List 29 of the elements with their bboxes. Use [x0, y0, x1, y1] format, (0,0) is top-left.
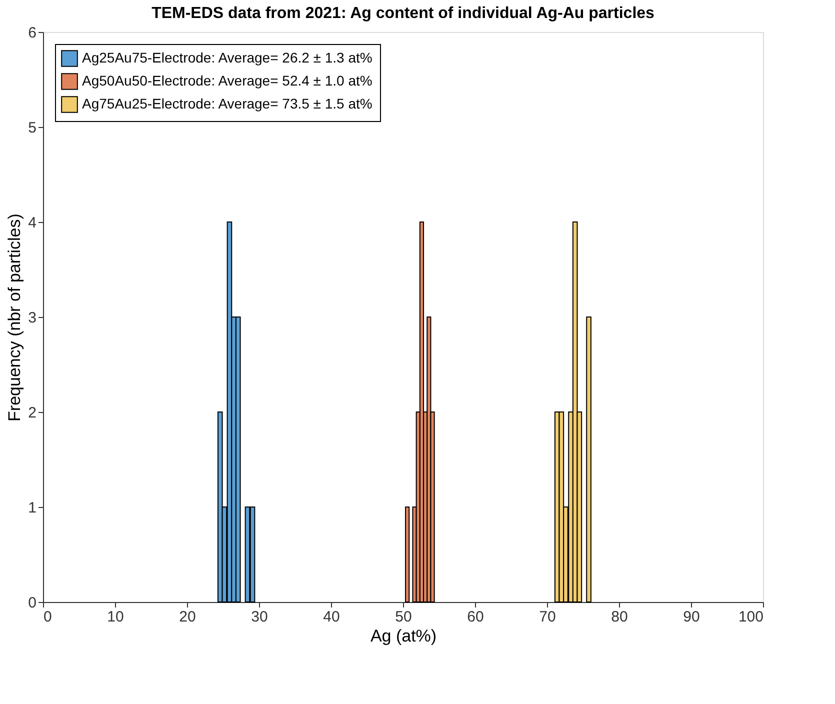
x-tick-label: 30: [251, 608, 268, 626]
y-tick-label: 3: [28, 310, 36, 326]
y-tick-label: 4: [28, 214, 36, 232]
bar: [558, 412, 564, 602]
x-tick-label: 70: [539, 608, 556, 626]
y-tick-label: 6: [28, 24, 36, 42]
y-tick-label: 1: [28, 500, 36, 516]
x-tick-label: 10: [107, 608, 124, 626]
legend-label: Ag50Au50-Electrode: Average= 52.4 ± 1.0 at%: [82, 72, 372, 88]
chart-title: TEM-EDS data from 2021: Ag content of individual Ag-Au particles: [152, 5, 655, 22]
bar: [217, 412, 223, 602]
x-tick-label: 20: [179, 608, 196, 626]
x-tick-label: 80: [611, 608, 628, 626]
y-tick-label: 2: [28, 404, 36, 422]
legend-label: Ag75Au25-Electrode: Average= 73.5 ± 1.5 at%: [82, 96, 372, 112]
x-tick-label: 100: [738, 608, 764, 626]
legend-label: Ag25Au75-Electrode: Average= 26.2 ± 1.3 at%: [82, 50, 372, 66]
y-tick-label: 0: [28, 594, 36, 612]
bar: [405, 506, 410, 602]
y-tick-label: 5: [28, 120, 36, 136]
y-axis-title: Frequency (nbr of particles): [5, 214, 24, 422]
x-tick-label: 40: [323, 608, 340, 626]
x-axis-title: Ag (at%): [370, 626, 437, 646]
x-tick-label: 90: [683, 608, 700, 626]
bar: [586, 316, 592, 602]
x-tick-label: 60: [467, 608, 484, 626]
x-tick-label: 50: [395, 608, 412, 626]
bar: [235, 316, 241, 602]
x-tick-label: 0: [44, 608, 52, 626]
